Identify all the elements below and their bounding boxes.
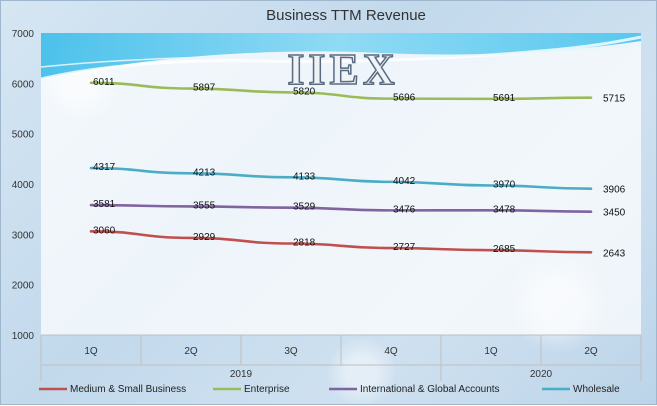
data-label: 3906 [603,185,626,196]
series-0: 3060 2929 2818 2727 2685 2643 [89,225,626,259]
wave-banner [41,33,641,79]
wave-highlight-2 [40,44,642,68]
data-label: 5897 [193,83,216,94]
legend-label: International & Global Accounts [360,384,500,395]
data-label: 2818 [293,237,316,248]
data-label: 3529 [293,202,316,213]
legend-item: Medium & Small Business [39,384,186,395]
data-label: 5696 [393,93,416,104]
y-tick-label: 6000 [12,79,35,90]
data-label: 3060 [93,225,116,236]
data-label: 3555 [193,200,216,211]
y-tick-label: 4000 [12,180,35,191]
y-tick-label: 2000 [12,281,35,292]
data-label: 3581 [93,199,116,210]
x-tick-label: 1Q [84,346,98,357]
series-3: 4317 4213 4133 4042 3970 3906 [89,162,626,196]
legend-item: Enterprise [213,384,290,395]
legend: Medium & Small Business Enterprise Interna… [39,384,620,395]
legend-label: Wholesale [573,384,620,395]
data-label: 4042 [393,176,416,187]
series-2: 3581 3555 3529 3476 3478 3450 [89,199,626,219]
x-tick-label: 4Q [384,346,398,357]
wave-highlight [40,35,642,81]
chart-title: Business TTM Revenue [266,7,426,24]
x-tick-label: 2Q [584,346,598,357]
data-label: 3970 [493,180,516,191]
data-label: 4213 [193,167,216,178]
x-axis: 1Q 2Q 3Q 4Q 1Q 2Q 2019 2020 [40,334,642,381]
data-label: 2727 [393,242,416,253]
data-label: 2643 [603,248,626,259]
legend-item: International & Global Accounts [329,384,500,395]
data-label: 3450 [603,208,626,219]
data-label: 5715 [603,94,626,105]
y-tick-label: 5000 [12,130,35,141]
data-label: 6011 [93,77,115,88]
series-line [89,203,593,213]
data-label: 3476 [393,204,416,215]
legend-label: Medium & Small Business [70,384,186,395]
legend-item: Wholesale [542,384,620,395]
y-tick-label: 7000 [12,29,35,40]
x-tick-label: 1Q [484,346,498,357]
data-label: 3478 [493,204,516,215]
x-group-label: 2020 [530,369,553,380]
series-line [89,230,593,254]
plot-area [41,33,641,335]
data-label: 4317 [93,162,116,173]
data-label: 4133 [293,171,316,182]
data-label: 5820 [293,86,316,97]
legend-label: Enterprise [244,384,290,395]
series-line [89,81,593,101]
logo-watermark: IIEX [287,45,398,94]
series-line [89,166,593,191]
data-label: 2685 [493,244,516,255]
data-label: 5691 [493,93,516,104]
x-tick-label: 2Q [184,346,198,357]
series-group: 3060 2929 2818 2727 2685 2643 6011 5897 5820 5696… [89,77,626,259]
y-axis: 1000 2000 3000 4000 5000 6000 7000 [12,29,35,342]
x-tick-label: 3Q [284,346,298,357]
x-group-label: 2019 [230,369,253,380]
y-tick-label: 1000 [12,331,35,342]
data-label: 2929 [193,232,216,243]
y-tick-label: 3000 [12,230,35,241]
series-1: 6011 5897 5820 5696 5691 5715 [89,77,626,105]
